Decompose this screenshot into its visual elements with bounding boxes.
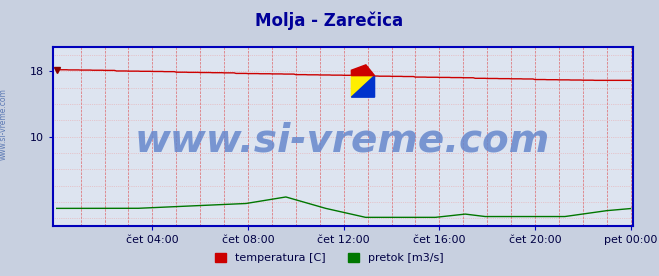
Text: www.si-vreme.com: www.si-vreme.com xyxy=(0,88,8,160)
Polygon shape xyxy=(351,65,374,76)
Text: www.si-vreme.com: www.si-vreme.com xyxy=(135,121,550,159)
Polygon shape xyxy=(351,76,374,97)
Text: Molja - Zarečica: Molja - Zarečica xyxy=(256,11,403,30)
Polygon shape xyxy=(351,76,374,97)
Legend: temperatura [C], pretok [m3/s]: temperatura [C], pretok [m3/s] xyxy=(211,249,448,268)
